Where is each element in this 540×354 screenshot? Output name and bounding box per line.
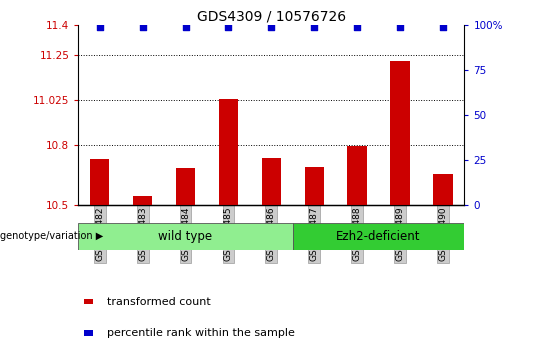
Point: [267, 24, 275, 29]
Text: Ezh2-deficient: Ezh2-deficient: [336, 230, 421, 243]
Point: [96, 24, 104, 29]
Bar: [293, 223, 464, 250]
Point: [396, 24, 404, 29]
Point: [310, 24, 319, 29]
Bar: [262, 158, 281, 205]
Text: wild type: wild type: [158, 230, 213, 243]
Text: genotype/variation ▶: genotype/variation ▶: [0, 231, 103, 241]
Text: transformed count: transformed count: [107, 297, 211, 307]
Bar: [348, 146, 367, 205]
Text: percentile rank within the sample: percentile rank within the sample: [107, 329, 295, 338]
Point: [353, 24, 361, 29]
Point: [224, 24, 233, 29]
Bar: [133, 196, 152, 205]
Point: [181, 24, 190, 29]
Bar: [176, 168, 195, 205]
Bar: [78, 223, 293, 250]
Point: [138, 24, 147, 29]
Point: [438, 24, 447, 29]
Bar: [433, 174, 453, 205]
Bar: [305, 167, 324, 205]
Bar: [219, 99, 238, 205]
Bar: [390, 61, 410, 205]
Bar: [90, 159, 110, 205]
Title: GDS4309 / 10576726: GDS4309 / 10576726: [197, 10, 346, 24]
